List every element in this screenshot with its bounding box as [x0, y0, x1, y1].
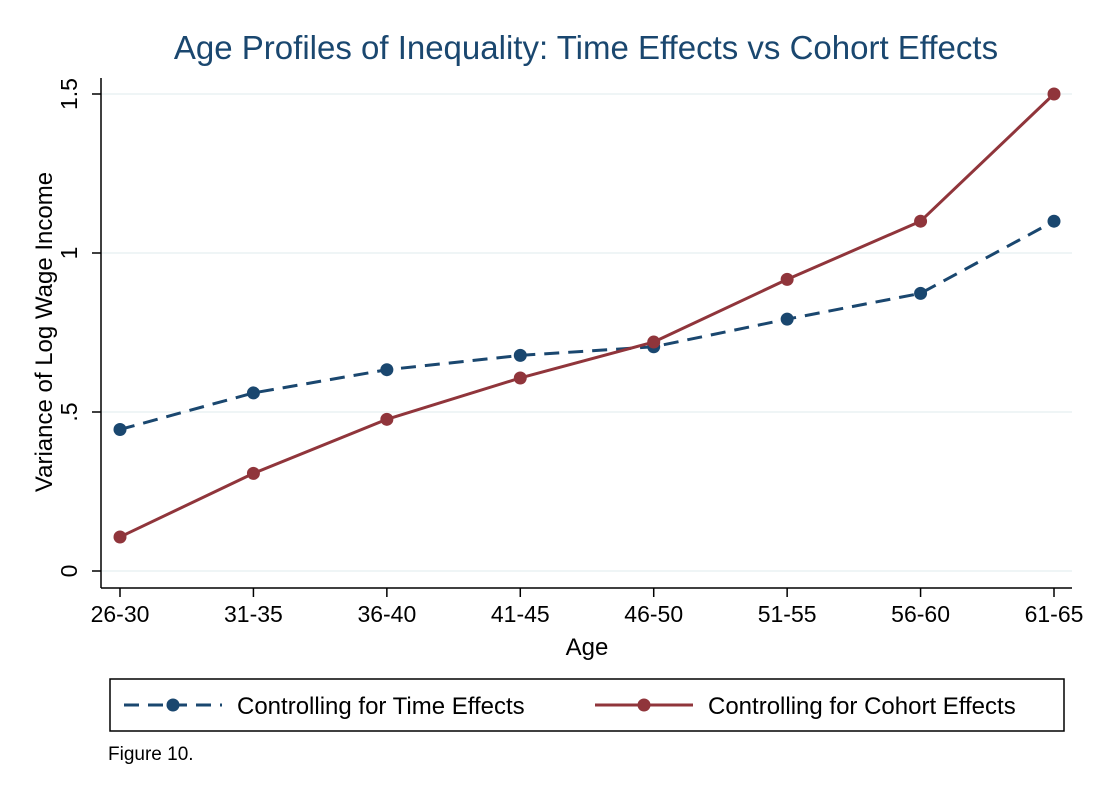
x-tick-label: 61-65: [1025, 601, 1084, 627]
x-tick-label: 56-60: [891, 601, 950, 627]
x-tick-label: 26-30: [91, 601, 150, 627]
y-tick-label: .5: [56, 402, 82, 421]
legend-label: Controlling for Cohort Effects: [708, 693, 1016, 720]
figure-note: Figure 10.: [108, 744, 194, 765]
chart-title: Age Profiles of Inequality: Time Effects…: [174, 29, 998, 66]
data-point: [513, 371, 527, 385]
legend: Controlling for Time Effects Controlling …: [124, 693, 1016, 720]
y-tick-label: 1: [56, 247, 82, 260]
data-point: [1047, 214, 1061, 228]
legend-entry: Controlling for Time Effects: [124, 693, 525, 720]
legend-box: [109, 678, 1065, 732]
legend-entry: Controlling for Cohort Effects: [595, 693, 1016, 720]
data-point: [780, 272, 794, 286]
x-tick-label: 41-45: [491, 601, 550, 627]
x-tick-label: 46-50: [624, 601, 683, 627]
gridlines: [101, 93, 1072, 572]
x-ticks: 26-30 31-35 36-40 41-45 46-50 51-55 56-60 61-65: [91, 588, 1084, 627]
legend-label: Controlling for Time Effects: [237, 693, 525, 720]
data-point: [113, 422, 127, 436]
data-point: [914, 286, 928, 300]
series-layer: [113, 87, 1061, 544]
series-1: [113, 214, 1061, 436]
data-point: [380, 363, 394, 377]
legend-marker: [166, 698, 180, 712]
data-point: [246, 466, 260, 480]
legend-marker: [637, 698, 651, 712]
data-point: [513, 348, 527, 362]
data-point: [246, 386, 260, 400]
y-axis-label: Variance of Log Wage Income: [31, 172, 58, 492]
y-tick-label: 0: [56, 565, 82, 578]
x-axis-label: Age: [566, 634, 609, 661]
x-tick-label: 31-35: [224, 601, 283, 627]
series-line: [119, 92, 1056, 539]
data-point: [914, 214, 928, 228]
x-tick-label: 36-40: [357, 601, 416, 627]
data-point: [113, 530, 127, 544]
data-point: [1047, 87, 1061, 101]
data-point: [380, 412, 394, 426]
data-point: [647, 335, 661, 349]
data-point: [780, 312, 794, 326]
y-tick-label: 1.5: [56, 78, 82, 110]
series-2: [113, 87, 1061, 544]
x-tick-label: 51-55: [758, 601, 817, 627]
y-ticks: 0 .5 1 1.5: [56, 78, 101, 577]
